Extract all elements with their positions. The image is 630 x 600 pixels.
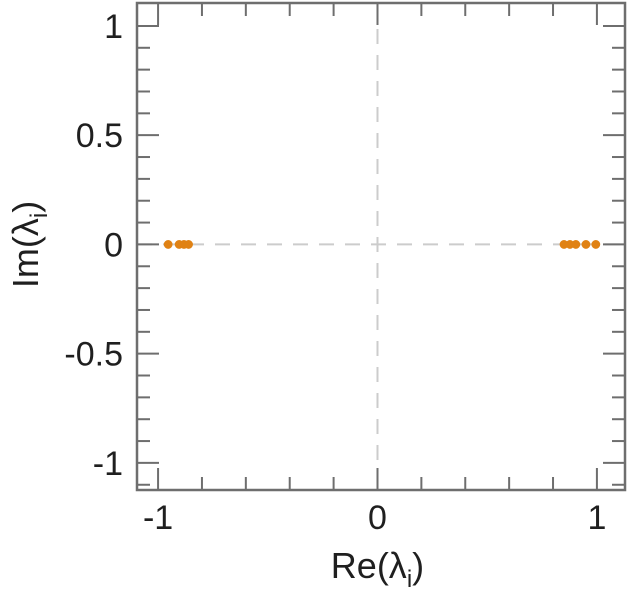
data-point xyxy=(184,240,193,249)
x-tick-label: 1 xyxy=(587,499,606,537)
data-point xyxy=(163,240,173,249)
y-tick-label: -0.5 xyxy=(64,336,123,374)
y-tick-label: 0 xyxy=(104,226,123,264)
plot-border xyxy=(135,1,627,492)
data-point xyxy=(591,240,601,249)
x-tick-label: -1 xyxy=(143,499,173,537)
data-point xyxy=(581,240,591,249)
x-axis-label: Re(λi) xyxy=(331,545,424,593)
y-tick-label: -1 xyxy=(93,445,123,483)
y-axis-label: Im(λi) xyxy=(5,201,53,288)
data-point xyxy=(571,240,581,249)
x-tick-label: 0 xyxy=(368,499,387,537)
y-tick-label: 0.5 xyxy=(76,117,123,155)
y-tick-label: 1 xyxy=(104,8,123,46)
